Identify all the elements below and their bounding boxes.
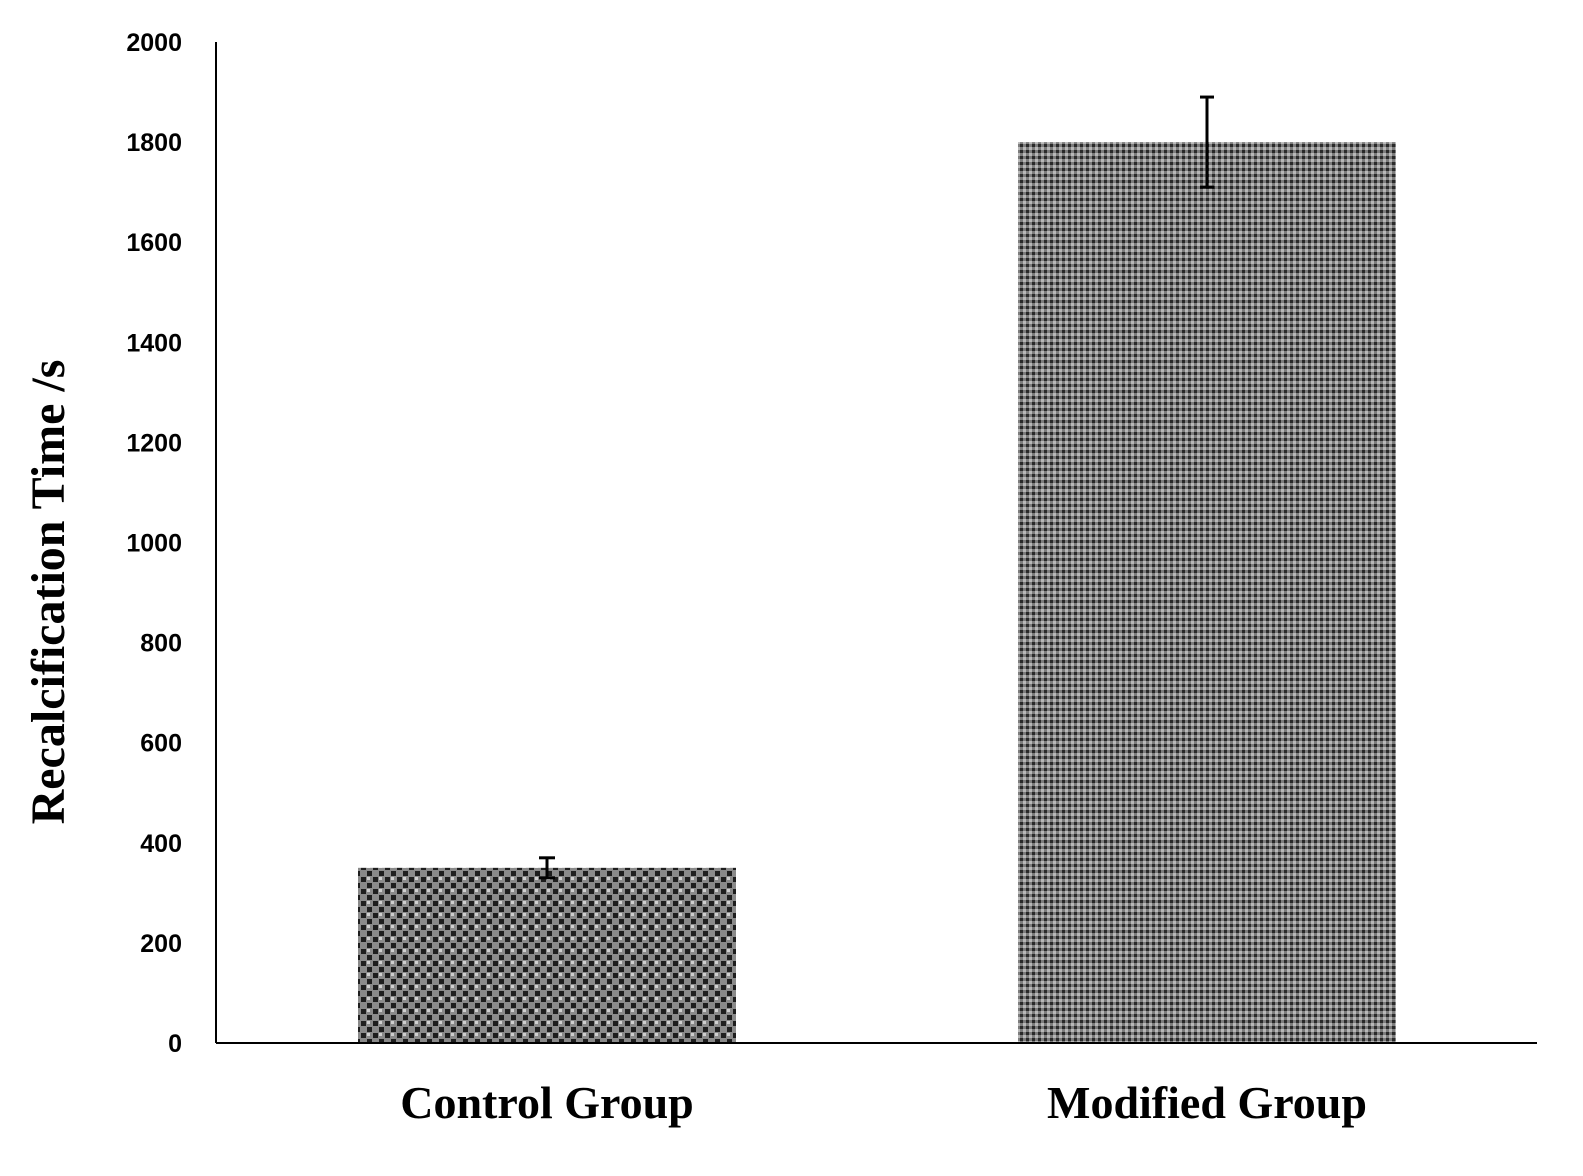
y-tick-label: 2000 [126, 29, 182, 57]
y-tick-label: 1200 [126, 429, 182, 457]
y-axis-ticks: 0 200 400 600 800 1000 1200 1400 1600 1800 2000 [126, 29, 182, 1058]
error-bar [539, 856, 555, 880]
y-tick-label: 400 [140, 830, 182, 858]
y-tick-label: 600 [140, 730, 182, 758]
x-tick-label: Control Group [400, 1077, 694, 1128]
y-tick-label: 1800 [126, 129, 182, 157]
y-tick-label: 1000 [126, 530, 182, 558]
y-tick-label: 800 [140, 630, 182, 658]
bar [1018, 142, 1396, 1044]
x-tick-label: Modified Group [1047, 1077, 1367, 1128]
y-tick-label: 1400 [126, 329, 182, 357]
x-axis-ticks: Control Group Modified Group [400, 1077, 1367, 1128]
bars [358, 142, 1396, 1044]
y-tick-label: 1600 [126, 229, 182, 257]
y-tick-label: 200 [140, 930, 182, 958]
error-bars [539, 95, 1214, 880]
error-bar [1200, 95, 1214, 189]
y-tick-label: 0 [168, 1030, 182, 1058]
bar [358, 867, 736, 1043]
y-axis-title: Recalcification Time /s [22, 360, 75, 825]
